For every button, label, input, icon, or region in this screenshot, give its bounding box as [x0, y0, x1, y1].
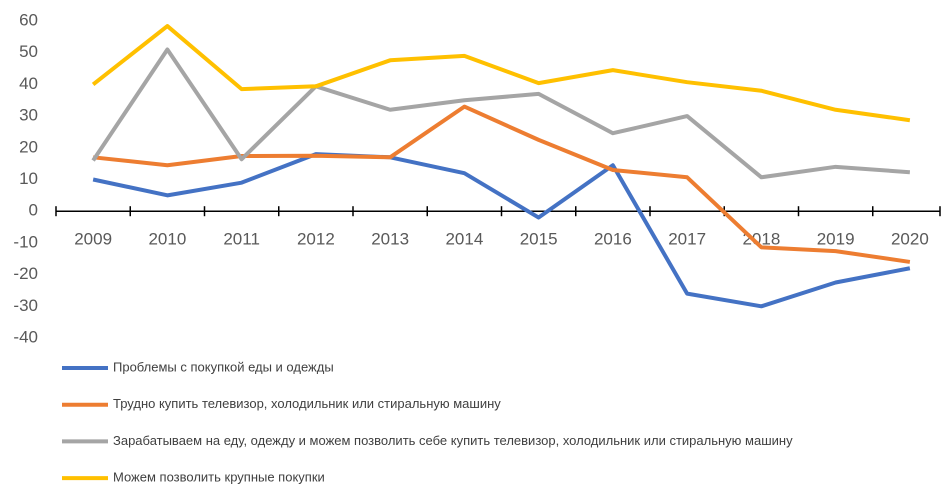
- x-tick-label: 2018: [742, 229, 780, 248]
- y-tick-label: -10: [13, 232, 38, 251]
- y-tick-label: 40: [19, 74, 38, 93]
- series-line: [91, 24, 911, 123]
- x-tick-label: 2012: [297, 229, 335, 248]
- y-tick-label: -40: [13, 327, 38, 346]
- y-tick-label: 50: [19, 42, 38, 61]
- x-tick-label: 2011: [223, 229, 260, 248]
- legend-label: Трудно купить телевизор, холодильник или…: [113, 396, 501, 411]
- y-tick-label: 20: [19, 137, 38, 156]
- y-tick-label: -30: [13, 296, 38, 315]
- x-tick-label: 2020: [891, 229, 929, 248]
- x-tick-label: 2009: [74, 229, 112, 248]
- x-tick-label: 2017: [668, 229, 706, 248]
- series-line: [92, 104, 911, 264]
- y-tick-label: -20: [13, 264, 38, 283]
- x-tick-label: 2010: [148, 229, 186, 248]
- y-tick-label: 10: [19, 169, 38, 188]
- series-line: [91, 47, 911, 180]
- legend-label: Можем позволить крупные покупки: [113, 470, 325, 485]
- x-tick-label: 2016: [594, 229, 632, 248]
- y-tick-label: 30: [19, 106, 38, 125]
- legend-label: Зарабатываем на еду, одежду и можем позв…: [113, 433, 793, 448]
- x-tick-label: 2014: [445, 229, 483, 248]
- y-tick-label: 0: [29, 201, 38, 220]
- series-line: [92, 152, 911, 309]
- x-tick-label: 2015: [520, 229, 558, 248]
- y-tick-label: 60: [19, 10, 38, 29]
- x-tick-label: 2019: [817, 229, 855, 248]
- legend-label: Проблемы с покупкой еды и одежды: [113, 359, 334, 374]
- x-tick-label: 2013: [371, 229, 409, 248]
